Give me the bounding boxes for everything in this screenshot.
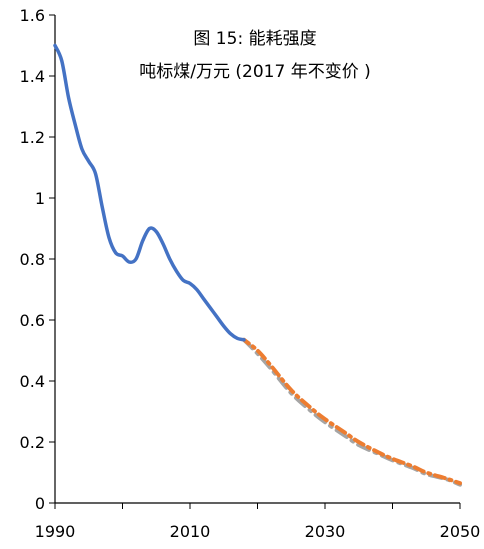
- chart-axes: [54, 15, 460, 504]
- y-tick-label: 1.4: [20, 67, 45, 86]
- x-tick-label: 2050: [440, 522, 481, 541]
- x-tick-label: 2030: [305, 522, 346, 541]
- projection-series-line: [242, 337, 462, 487]
- y-tick-label: 0: [35, 494, 45, 513]
- series-layer: [53, 43, 462, 487]
- y-tick-label: 0.8: [20, 250, 45, 269]
- y-tick-label: 1.6: [20, 6, 45, 25]
- projection-series-line: [242, 337, 462, 486]
- x-tick-label: 1990: [35, 522, 76, 541]
- chart-subtitle: 吨标煤/万元 (2017 年不变价 ): [139, 62, 370, 82]
- y-tick-label: 0.2: [20, 433, 45, 452]
- x-axis-ticks: 1990 2010 2030 2050: [35, 503, 481, 541]
- chart-title: 图 15: 能耗强度: [193, 29, 316, 49]
- historical-series-line: [53, 43, 246, 342]
- y-tick-label: 0.6: [20, 311, 45, 330]
- y-axis-ticks: 0 0.2 0.4 0.6 0.8 1 1.2 1.4 1.6: [20, 6, 55, 513]
- y-tick-label: 0.4: [20, 372, 45, 391]
- y-tick-label: 1.2: [20, 128, 45, 147]
- x-tick-label: 2010: [170, 522, 211, 541]
- y-tick-label: 1: [35, 189, 45, 208]
